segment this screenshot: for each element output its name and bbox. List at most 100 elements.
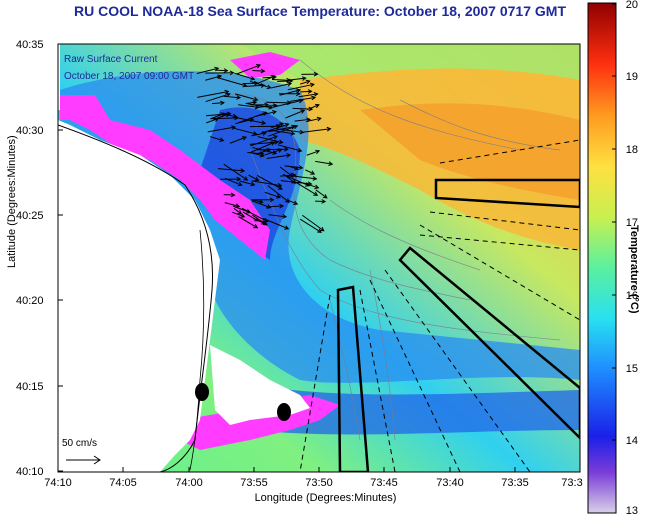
current-vector-head: [269, 197, 275, 203]
current-vector: [223, 163, 248, 181]
current-vector: [293, 175, 317, 180]
current-vector-head: [300, 109, 306, 114]
current-vector-head: [260, 68, 266, 74]
current-vector: [252, 147, 277, 154]
current-vector-head: [263, 218, 269, 223]
current-vector: [236, 64, 261, 75]
current-vector: [224, 177, 242, 186]
current-vector-head: [313, 191, 319, 196]
current-vector: [256, 75, 275, 85]
current-vector-head: [253, 96, 259, 102]
current-vector-head: [279, 203, 285, 209]
current-vector-head: [284, 225, 290, 230]
current-vector: [252, 70, 265, 72]
current-vector-head: [273, 135, 279, 140]
current-vector-head: [319, 226, 325, 232]
current-vector-head: [253, 224, 259, 229]
current-vector-head: [316, 116, 322, 122]
current-vector: [232, 211, 245, 218]
station-marker-north: [195, 383, 209, 401]
current-vector: [234, 93, 258, 101]
colorbar-tick: 16: [626, 290, 638, 302]
current-vector-head: [314, 184, 320, 190]
current-vector: [245, 101, 257, 104]
sst-field: [58, 44, 580, 472]
survey-lines: [299, 139, 580, 472]
current-vector-head: [297, 147, 303, 153]
current-vector-head: [254, 104, 260, 110]
current-vector: [238, 111, 267, 123]
current-vector: [224, 202, 240, 207]
current-vector-head: [237, 181, 243, 187]
current-vector: [289, 77, 306, 81]
current-vector-head: [277, 182, 283, 188]
x-tick-label: 73:55: [240, 477, 268, 489]
current-vector: [205, 118, 219, 124]
surface-current-vectors: [196, 64, 334, 233]
current-vector-head: [236, 95, 242, 100]
current-vector-head: [258, 199, 264, 204]
current-vector: [232, 127, 257, 135]
current-vector-head: [237, 210, 243, 215]
current-vector: [305, 169, 315, 175]
current-vector-head: [275, 194, 282, 199]
current-vector-head: [282, 214, 288, 219]
current-vector: [247, 103, 273, 109]
current-vector: [280, 180, 312, 185]
current-vector: [245, 84, 265, 87]
current-vector-head: [301, 76, 307, 81]
current-vector-head: [223, 68, 229, 73]
current-vector: [271, 82, 292, 89]
current-vector-head: [321, 199, 327, 204]
colorbar-tick: 13: [626, 505, 638, 517]
current-vector-head: [287, 81, 293, 87]
current-vector: [305, 117, 321, 123]
land-mass: [58, 120, 220, 472]
y-tick-label: 40:30: [16, 125, 44, 137]
current-vector-head: [254, 217, 260, 222]
current-vector-head: [298, 165, 304, 170]
current-vector-head: [310, 170, 316, 175]
current-vector: [271, 122, 284, 129]
current-vector-head: [309, 82, 315, 88]
current-vector-head: [220, 112, 226, 117]
current-vector: [270, 129, 295, 135]
current-vector: [303, 128, 331, 133]
current-vector: [241, 207, 268, 223]
current-vector-head: [240, 213, 246, 218]
colorbar-tick: 18: [626, 144, 638, 156]
current-vector-head: [299, 129, 305, 135]
current-vector-head: [304, 182, 310, 187]
current-vector: [238, 216, 258, 229]
current-vector: [298, 93, 318, 98]
scale-arrow: [66, 455, 101, 465]
current-vector-head: [312, 176, 318, 181]
current-vector: [299, 80, 310, 85]
y-tick-label: 40:20: [16, 295, 44, 307]
current-vector-head: [311, 95, 317, 101]
current-vector: [272, 99, 303, 108]
y-tick-label: 40:35: [16, 39, 44, 51]
x-tick-label: 73:50: [305, 477, 333, 489]
current-vector: [234, 72, 255, 80]
current-vector-head: [305, 79, 311, 85]
y-tick-label: 40:15: [16, 381, 44, 393]
current-time-label: October 18, 2007 09:00 GMT: [64, 71, 194, 82]
colorbar-tick: 20: [626, 0, 638, 11]
current-vector-head: [225, 112, 231, 118]
x-tick-label: 74:10: [44, 477, 72, 489]
current-vector: [257, 136, 283, 144]
current-vector-head: [326, 126, 332, 132]
current-vector: [306, 150, 320, 156]
current-vector: [266, 205, 284, 208]
current-vector-head: [285, 198, 290, 203]
current-vector-head: [253, 80, 259, 86]
current-vector-head: [291, 172, 297, 178]
current-vector: [196, 67, 219, 74]
current-vector-head: [284, 146, 289, 152]
scale-label: 50 cm/s: [62, 438, 97, 449]
y-tick-label: 40:25: [16, 210, 44, 222]
current-vector-head: [242, 136, 248, 141]
current-vector: [277, 144, 302, 152]
